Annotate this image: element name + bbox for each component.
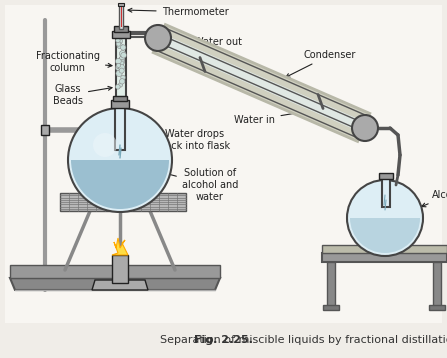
Circle shape [116,66,120,71]
Bar [379,173,393,179]
Circle shape [120,59,125,64]
Circle shape [352,115,378,141]
Circle shape [117,43,122,49]
Circle shape [115,58,121,64]
Circle shape [119,79,125,84]
Circle shape [121,75,125,80]
Bar [113,96,127,101]
Text: Fig. 2.25.: Fig. 2.25. [194,335,253,345]
Circle shape [116,70,122,77]
Circle shape [93,133,117,157]
Circle shape [68,108,172,212]
Circle shape [118,57,125,63]
Polygon shape [10,278,220,290]
Polygon shape [322,253,447,262]
Text: Separation of miscible liquids by fractional distillation: Separation of miscible liquids by fracti… [160,335,447,345]
Bar [112,31,130,38]
Circle shape [121,52,127,58]
Bar [115,124,125,136]
Text: Water drops
back into flask: Water drops back into flask [126,129,231,151]
Bar [115,105,125,150]
Bar [429,305,445,310]
Text: Glass
Beads: Glass Beads [53,84,112,106]
Bar [118,3,124,6]
Circle shape [116,42,121,46]
Circle shape [119,50,126,57]
Bar [119,5,123,29]
Polygon shape [112,238,128,255]
Text: Water out: Water out [194,37,242,55]
Wedge shape [350,218,420,253]
Bar [433,262,441,307]
Text: Solution of
alcohol and
water: Solution of alcohol and water [149,168,238,202]
Bar [116,35,126,97]
Bar [382,177,390,207]
Circle shape [117,63,121,67]
Circle shape [116,38,120,43]
Wedge shape [71,160,169,209]
Circle shape [145,25,171,51]
Circle shape [118,64,125,71]
Circle shape [115,84,120,89]
Bar [112,255,128,283]
Bar [327,262,335,307]
Circle shape [121,45,126,50]
Circle shape [347,180,423,256]
Text: Water in: Water in [235,108,319,125]
Bar [114,26,128,32]
Bar [41,125,49,135]
Bar [323,305,339,310]
Bar [121,7,122,27]
Polygon shape [10,265,220,278]
Text: Condenser: Condenser [286,50,356,77]
Polygon shape [322,245,447,253]
Polygon shape [92,280,148,290]
Bar [5,5,442,323]
Circle shape [119,68,124,73]
Text: Alcohol: Alcohol [422,190,447,207]
Text: Fractionating
column: Fractionating column [36,51,112,73]
Text: Thermometer: Thermometer [128,7,228,17]
Circle shape [119,56,125,61]
Circle shape [118,39,122,43]
Circle shape [118,83,122,87]
Circle shape [119,61,124,66]
Bar [111,100,129,108]
Polygon shape [60,193,186,211]
Circle shape [116,64,120,68]
